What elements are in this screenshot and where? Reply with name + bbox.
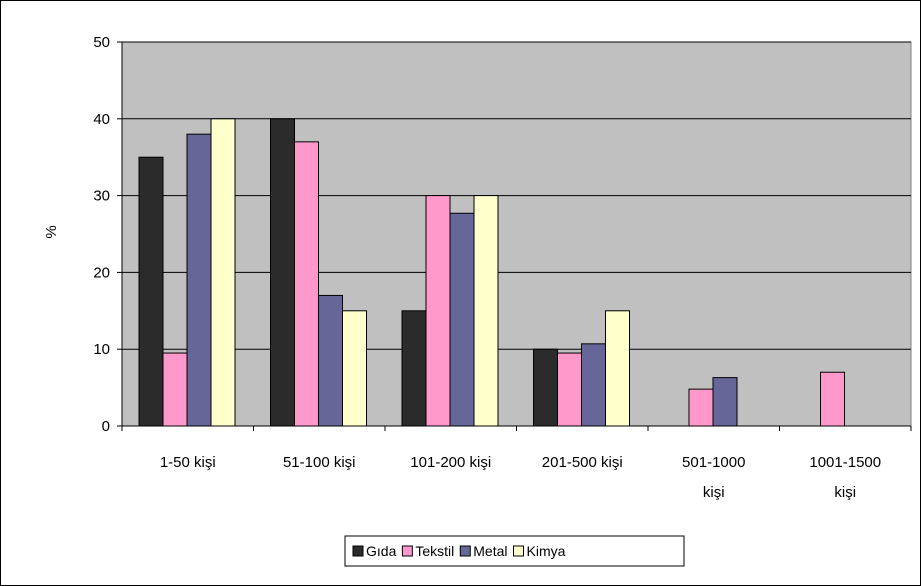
x-tick-label: kişi — [834, 484, 856, 501]
legend-swatch-gıda — [352, 545, 364, 557]
bar-kimya-0 — [210, 118, 236, 427]
legend-swatch-kimya — [513, 545, 524, 557]
bar-kimya-2 — [473, 195, 499, 427]
y-tick-labels: 0 10 20 30 40 50 — [93, 34, 110, 435]
legend-label: Tekstil — [415, 543, 454, 559]
bar-tekstil-1 — [294, 141, 319, 427]
legend-swatch-metal — [459, 545, 471, 557]
plot-area — [121, 41, 912, 427]
bar-metal-2 — [449, 212, 475, 427]
y-tick-label: 20 — [93, 264, 110, 281]
bar-gıda-0 — [138, 156, 164, 427]
gridlines — [122, 41, 911, 350]
y-tick-label: 10 — [93, 341, 110, 358]
x-tick-label: 51-100 kişi — [283, 454, 356, 471]
x-tick-label: 201-500 kişi — [542, 454, 623, 471]
bar-gıda-1 — [270, 118, 295, 427]
legend-swatch-tekstil — [401, 545, 413, 557]
bars-group — [138, 118, 845, 427]
x-tick-label: 501-1000 — [682, 454, 745, 471]
bar-metal-0 — [186, 133, 212, 427]
bar-kimya-3 — [605, 310, 630, 427]
x-tick-labels: 1-50 kişi 51-100 kişi 101-200 kişi 201-500 … — [160, 454, 881, 501]
legend-label: Gıda — [366, 543, 397, 559]
bar-gıda-3 — [533, 348, 558, 427]
x-tick-label: 1-50 kişi — [160, 454, 216, 471]
y-tick-label: 0 — [102, 418, 110, 435]
bar-kimya-1 — [342, 310, 367, 427]
bar-tekstil-2 — [425, 195, 451, 427]
y-tick-label: 40 — [93, 111, 110, 128]
axes-group — [117, 41, 912, 431]
bar-tekstil-0 — [162, 352, 188, 427]
bar-tekstil-4 — [688, 388, 714, 427]
x-tick-label: kişi — [703, 484, 725, 501]
bar-metal-4 — [712, 377, 738, 427]
bar-metal-3 — [581, 343, 606, 427]
legend: Gıda Tekstil Metal Kimya — [344, 535, 685, 567]
bar-tekstil-5 — [820, 371, 845, 427]
bar-tekstil-3 — [557, 352, 582, 427]
bar-gıda-2 — [401, 310, 427, 427]
legend-label: Kimya — [527, 543, 566, 559]
x-tick-label: 101-200 kişi — [410, 454, 491, 471]
y-tick-label: 50 — [93, 34, 110, 51]
x-tick-label: 1001-1500 — [809, 454, 881, 471]
y-tick-label: 30 — [93, 188, 110, 205]
legend-label: Metal — [473, 543, 507, 559]
bar-metal-1 — [318, 294, 343, 427]
y-axis-title: % — [43, 225, 60, 238]
